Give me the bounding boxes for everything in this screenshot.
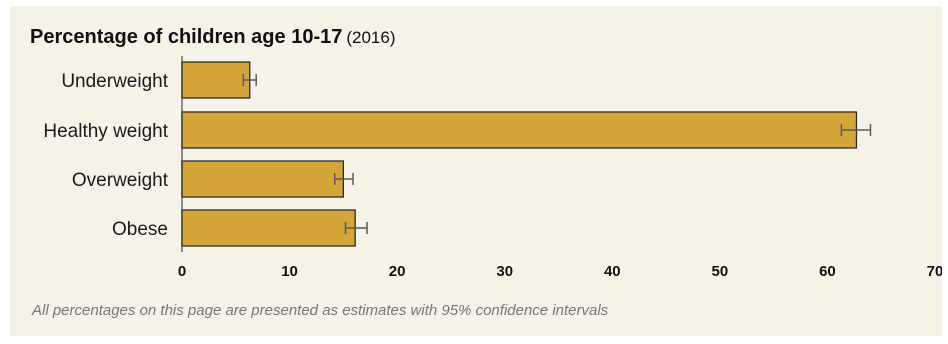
bar (181, 111, 858, 149)
bar (181, 61, 251, 99)
x-tick-label: 20 (389, 263, 406, 280)
chart-panel: Percentage of children age 10-17 (2016) U… (10, 6, 942, 336)
bar-chart: Underweight Healthy weight Overweight Obese… (43, 56, 942, 280)
x-tick-label: 30 (496, 263, 513, 280)
bar (181, 209, 356, 247)
category-label: Obese (112, 219, 168, 240)
category-label: Healthy weight (43, 121, 168, 142)
x-tick-label: 10 (281, 263, 298, 280)
x-tick-label: 0 (178, 263, 186, 280)
x-tick-label: 70 (927, 263, 942, 280)
chart-title-year: (2016) (346, 28, 396, 47)
x-tick-label: 40 (604, 263, 621, 280)
x-tick-label: 50 (712, 263, 729, 280)
chart-title-main: Percentage of children age 10-17 (30, 26, 343, 48)
x-tick-label: 60 (819, 263, 836, 280)
chart-title: Percentage of children age 10-17 (2016) (30, 26, 395, 49)
category-label: Underweight (61, 71, 168, 92)
category-label: Overweight (72, 170, 169, 191)
bar (181, 160, 345, 198)
footnote: All percentages on this page are present… (32, 302, 609, 319)
